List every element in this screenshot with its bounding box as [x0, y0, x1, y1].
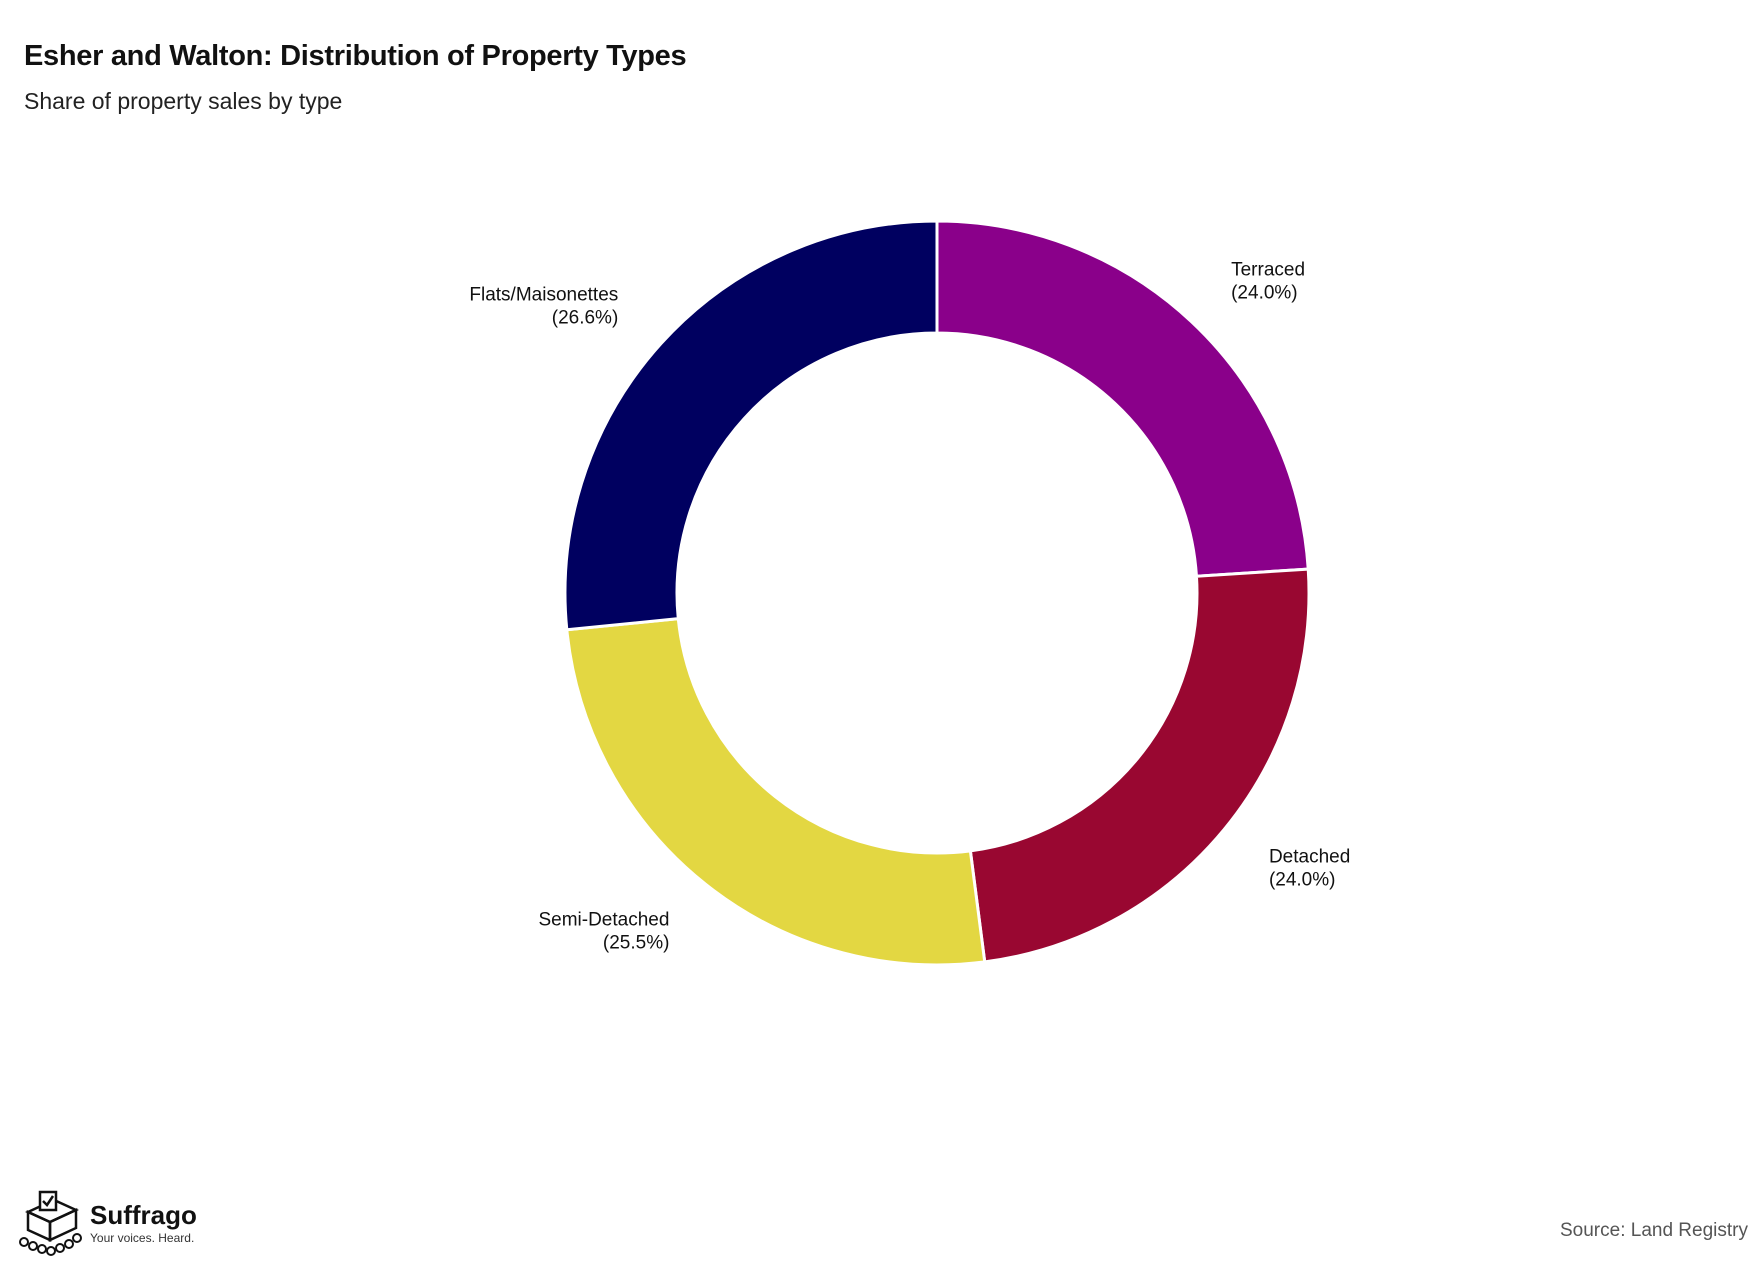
slice-label-detached: Detached (24.0%) [1269, 846, 1350, 890]
slice-percent: (25.5%) [603, 933, 670, 954]
chart-title: Esher and Walton: Distribution of Proper… [24, 40, 687, 72]
slice-labels: Terraced (24.0%)Detached (24.0%)Semi-Detac… [469, 259, 1350, 953]
slice-label-flats-maisonettes: Flats/Maisonettes (26.6%) [469, 284, 618, 328]
brand-tagline: Your voices. Heard. [90, 1231, 195, 1245]
slice-semi-detached [565, 617, 987, 967]
slice-category: Terraced [1231, 259, 1305, 280]
slice-percent: (24.0%) [1269, 869, 1336, 890]
brand-logo: Suffrago Your voices. Heard. [14, 1190, 197, 1256]
slice-percent: (24.0%) [1231, 282, 1298, 303]
slice-category: Flats/Maisonettes [469, 284, 618, 305]
slice-label-semi-detached: Semi-Detached (25.5%) [538, 910, 669, 954]
slice-terraced [935, 219, 1310, 578]
slice-label-terraced: Terraced (24.0%) [1231, 259, 1305, 303]
brand-name: Suffrago [90, 1200, 197, 1230]
donut-slices [563, 219, 1311, 967]
slice-flats-maisonettes [563, 219, 939, 632]
chart-subtitle: Share of property sales by type [24, 88, 343, 114]
slice-category: Semi-Detached [538, 910, 669, 931]
source-note: Source: Land Registry [1560, 1220, 1748, 1241]
ballot-box-icon [19, 1190, 82, 1256]
slice-detached [968, 567, 1311, 964]
slice-category: Detached [1269, 846, 1350, 867]
slice-percent: (26.6%) [552, 307, 619, 328]
